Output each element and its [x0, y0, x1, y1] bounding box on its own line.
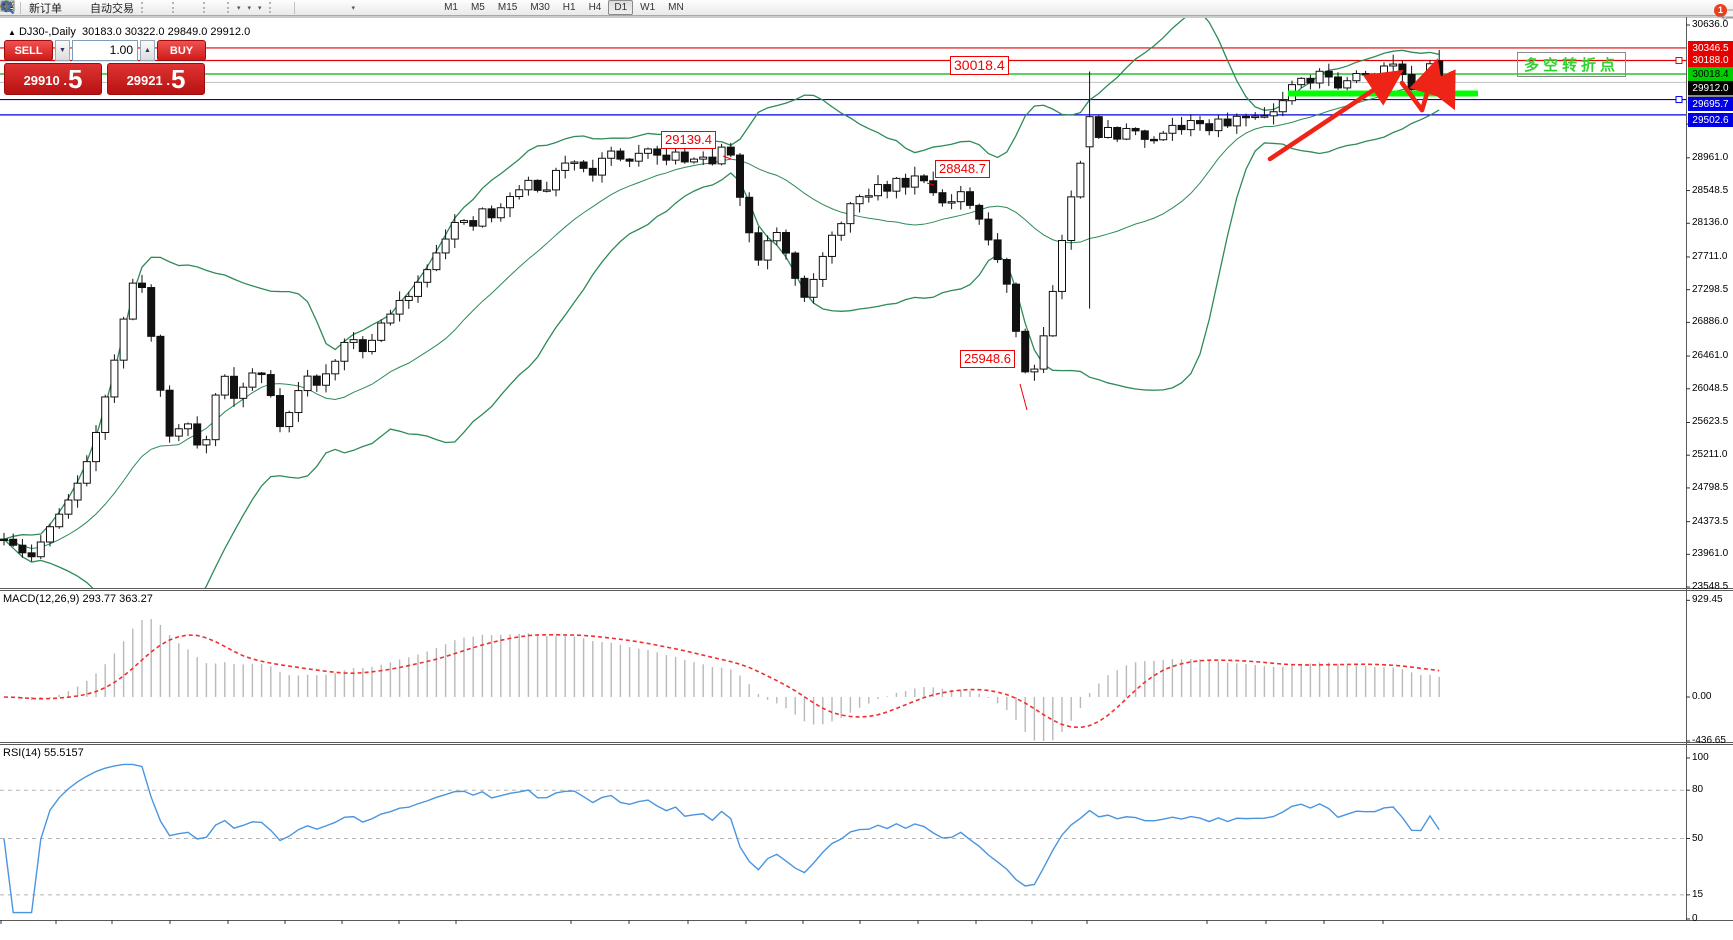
price-axis-tick: 26048.5: [1692, 382, 1729, 394]
add-indicator-dropdown-icon[interactable]: ▾: [237, 4, 241, 12]
price-level-badge[interactable]: 30188.0: [1688, 53, 1733, 68]
arrows-tool[interactable]: ▾: [1, 1, 358, 15]
sell-price-panel[interactable]: 29910 .5: [4, 63, 102, 95]
chart-ohlc-header: ▲ DJ30-,Daily 30183.0 30322.0 29849.0 29…: [8, 26, 250, 38]
tab-timeframe-m1[interactable]: M1: [444, 2, 458, 13]
macd-indicator-label: MACD(12,26,9) 293.77 363.27: [3, 593, 153, 605]
sell-button[interactable]: SELL: [4, 40, 53, 61]
template-dropdown-icon[interactable]: ▾: [258, 4, 262, 12]
price-axis-tick: 27711.0: [1692, 250, 1728, 262]
price-axis-tick: 28548.5: [1692, 184, 1729, 196]
rsi-axis-tick: 80: [1692, 784, 1704, 796]
new-order-button[interactable]: 新订单: [0, 0, 64, 15]
chart-shift-button[interactable]: [1, 1, 222, 15]
tab-timeframe-m15[interactable]: M15: [497, 2, 518, 13]
tile-windows-button[interactable]: [0, 0, 198, 15]
new-order-label: 新订单: [29, 2, 62, 15]
macd-axis-tick: 929.45: [1692, 594, 1723, 606]
price-annotation[interactable]: 30018.4: [950, 56, 1009, 75]
signals-icon[interactable]: [0, 0, 85, 15]
one-click-trade-panel: SELL ▼ 1.00 ▲ BUY 29910 .5 29921 .5: [4, 40, 220, 95]
chart-canvas[interactable]: [0, 16, 1733, 940]
price-axis-tick: 26461.0: [1692, 350, 1729, 362]
price-axis-tick: 24373.5: [1692, 515, 1729, 527]
price-axis-tick: 23548.5: [1692, 581, 1729, 593]
period-clock-button[interactable]: ▾: [0, 0, 254, 15]
zoom-in-button[interactable]: [1, 1, 184, 15]
horizontal-line-tool[interactable]: [1, 1, 312, 15]
buy-price: 29921 .: [126, 73, 170, 88]
add-indicator-button[interactable]: ▾: [0, 1, 243, 15]
macd-axis-tick: 0.00: [1692, 691, 1712, 702]
price-annotation[interactable]: 25948.6: [960, 350, 1015, 368]
fibonacci-tool[interactable]: F: [1, 1, 333, 15]
vertical-line-tool[interactable]: [3, 1, 305, 15]
price-level-badge[interactable]: 29912.0: [1688, 81, 1733, 95]
sell-price-pip: 5: [67, 64, 83, 94]
chart-ohlc-values: 30183.0 30322.0 29849.0 29912.0: [81, 26, 251, 38]
price-level-badge[interactable]: 29502.6: [1688, 113, 1733, 127]
price-axis-tick: 27298.5: [1692, 283, 1729, 295]
price-axis-tick: 26886.0: [1692, 316, 1729, 328]
zoom-out-button[interactable]: [1, 1, 191, 15]
trendline-tool[interactable]: [1, 1, 319, 15]
template-button[interactable]: ▾: [0, 0, 264, 15]
turning-point-note[interactable]: 多空转折点: [1517, 52, 1627, 77]
rsi-axis-tick: 0: [1692, 913, 1698, 924]
toolbar: 新订单 自动交易 ▾ ▾ ▾ E F A T ▾ M: [0, 0, 1733, 22]
volume-increase-button[interactable]: ▲: [140, 40, 155, 61]
price-axis-tick: 30636.0: [1692, 19, 1729, 30]
tab-timeframe-mn[interactable]: MN: [668, 2, 684, 13]
expert-advisor-icon[interactable]: [0, 1, 78, 15]
crosshair-tool-button[interactable]: [1, 1, 288, 15]
text-label-tool[interactable]: T: [0, 0, 347, 15]
indicator-styles-icon[interactable]: [0, 0, 71, 15]
rsi-indicator-label: RSI(14) 55.5157: [3, 747, 84, 759]
price-axis-tick: 25211.0: [1692, 449, 1728, 461]
candlestick-chart-button[interactable]: [2, 1, 160, 15]
cursor-tool-button[interactable]: [2, 1, 281, 15]
tab-timeframe-w1[interactable]: W1: [640, 2, 656, 13]
panel-collapse-icon[interactable]: ▲: [8, 28, 16, 37]
bar-chart-button[interactable]: [1, 1, 153, 15]
volume-input[interactable]: 1.00: [72, 40, 138, 61]
line-chart-button[interactable]: [0, 1, 167, 15]
text-tool[interactable]: A: [2, 1, 340, 15]
timeframe-group: M1 M5 M15 M30 H1 H4 D1 W1 MN: [438, 0, 690, 15]
autotrading-label: 自动交易: [90, 2, 134, 15]
sell-price: 29910 .: [23, 73, 67, 88]
notification-count-badge: 1: [1714, 3, 1727, 17]
price-axis-tick: 23961.0: [1692, 548, 1729, 560]
price-annotation[interactable]: 28848.7: [935, 160, 990, 178]
tab-timeframe-m5[interactable]: M5: [470, 2, 485, 13]
autotrading-button[interactable]: 自动交易: [0, 1, 136, 15]
buy-button[interactable]: BUY: [157, 40, 206, 61]
rsi-axis-tick: 15: [1692, 888, 1704, 900]
rsi-axis-tick: 50: [1692, 832, 1704, 844]
tab-timeframe-d1[interactable]: D1: [608, 0, 634, 15]
period-dropdown-icon[interactable]: ▾: [247, 4, 252, 12]
volume-decrease-button[interactable]: ▼: [55, 40, 70, 61]
price-level-badge[interactable]: 30018.4: [1688, 67, 1733, 81]
chart-area[interactable]: ▲ DJ30-,Daily 30183.0 30322.0 29849.0 29…: [0, 16, 1733, 940]
macd-axis-tick: -436.65: [1692, 735, 1726, 746]
equidistant-channel-tool[interactable]: E: [0, 1, 326, 15]
chart-symbol: DJ30-,Daily: [18, 26, 76, 38]
tab-timeframe-h4[interactable]: H4: [588, 2, 602, 13]
tab-timeframe-h1[interactable]: H1: [562, 2, 576, 13]
arrows-dropdown-icon[interactable]: ▾: [351, 4, 356, 12]
price-annotation[interactable]: 29139.4: [661, 131, 716, 149]
tab-timeframe-m30[interactable]: M30: [530, 2, 550, 13]
price-axis-tick: 25623.5: [1692, 416, 1729, 428]
price-level-badge[interactable]: 29695.7: [1688, 97, 1733, 111]
auto-scroll-button[interactable]: [2, 1, 215, 15]
price-level-badge[interactable]: 30346.5: [1688, 41, 1733, 55]
price-axis-tick: 24798.5: [1692, 481, 1729, 493]
price-axis-tick: 28961.0: [1692, 151, 1729, 163]
buy-price-panel[interactable]: 29921 .5: [107, 63, 205, 95]
buy-price-pip: 5: [170, 64, 186, 94]
price-axis-tick: 28136.0: [1692, 217, 1729, 229]
rsi-axis-tick: 100: [1692, 752, 1709, 763]
